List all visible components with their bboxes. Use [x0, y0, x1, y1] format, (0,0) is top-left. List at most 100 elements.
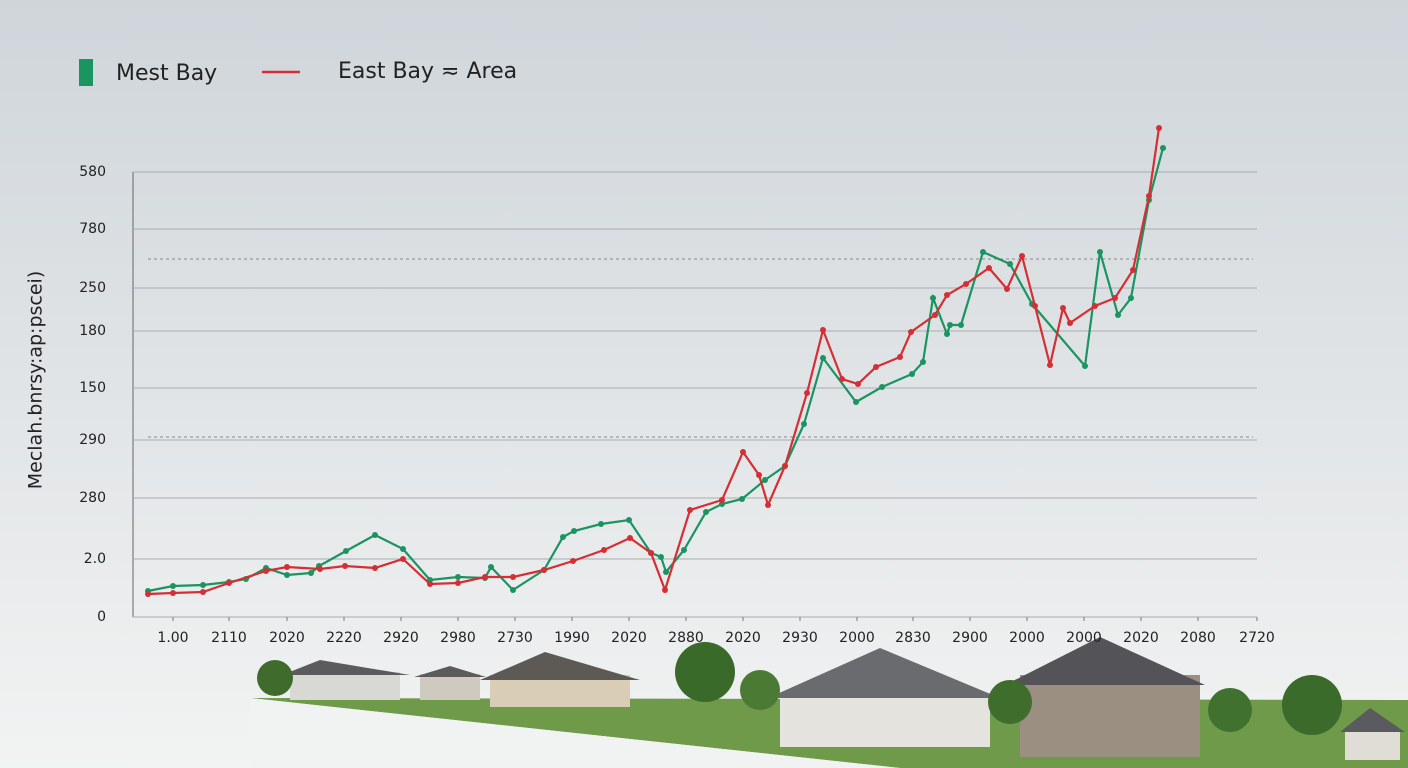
data-point	[560, 534, 566, 540]
data-point	[200, 589, 206, 595]
y-tick-label: 250	[79, 280, 106, 296]
x-tick-label: 2000	[1009, 630, 1045, 646]
data-point	[626, 517, 632, 523]
x-tick-label: 2980	[440, 630, 476, 646]
x-tick-label: 2110	[211, 630, 247, 646]
data-point	[1060, 305, 1066, 311]
x-tick-label: 2020	[1123, 630, 1159, 646]
x-tick-label: 2930	[782, 630, 818, 646]
data-point	[1112, 295, 1118, 301]
data-point	[372, 565, 378, 571]
y-tick-label: 580	[79, 164, 106, 180]
data-point	[932, 312, 938, 318]
data-point	[853, 399, 859, 405]
data-point	[1019, 253, 1025, 259]
legend-label: Mest Bay	[116, 61, 217, 86]
data-point	[400, 546, 406, 552]
legend-swatch	[79, 59, 93, 86]
data-point	[317, 566, 323, 572]
y-tick-label: 290	[79, 432, 106, 448]
data-point	[855, 381, 861, 387]
data-point	[897, 354, 903, 360]
x-tick-label: 2900	[952, 630, 988, 646]
data-point	[658, 554, 664, 560]
data-point	[648, 550, 654, 556]
data-point	[920, 359, 926, 365]
data-point	[541, 567, 547, 573]
x-tick-label: 2880	[668, 630, 704, 646]
x-tick-label: 2080	[1180, 630, 1216, 646]
data-point	[400, 556, 406, 562]
data-point	[662, 587, 668, 593]
data-point	[820, 327, 826, 333]
x-tick-label: 2020	[269, 630, 305, 646]
data-point	[372, 532, 378, 538]
data-point	[820, 355, 826, 361]
data-point	[1092, 303, 1098, 309]
data-point	[681, 547, 687, 553]
data-point	[263, 568, 269, 574]
y-tick-label: 150	[79, 380, 106, 396]
x-tick-label: 2020	[725, 630, 761, 646]
x-tick-label: 1990	[554, 630, 590, 646]
data-point	[958, 322, 964, 328]
data-point	[1032, 303, 1038, 309]
data-point	[703, 509, 709, 515]
data-point	[1146, 193, 1152, 199]
data-point	[427, 581, 433, 587]
data-point	[1115, 312, 1121, 318]
y-axis-label: Meclah.bnrsy:ap:pscei)	[25, 271, 47, 490]
data-point	[1128, 295, 1134, 301]
data-point	[200, 582, 206, 588]
y-tick-label: 180	[79, 323, 106, 339]
data-point	[455, 574, 461, 580]
x-tick-label: 2920	[383, 630, 419, 646]
data-point	[1004, 286, 1010, 292]
data-point	[455, 580, 461, 586]
data-point	[1097, 249, 1103, 255]
data-point	[947, 322, 953, 328]
data-point	[284, 572, 290, 578]
data-point	[873, 364, 879, 370]
data-point	[308, 570, 314, 576]
data-point	[342, 563, 348, 569]
data-point	[879, 384, 885, 390]
data-point	[145, 591, 151, 597]
data-point	[1160, 145, 1166, 151]
legend-label: East Bay ≂ Area	[338, 59, 517, 84]
data-point	[719, 497, 725, 503]
data-point	[944, 331, 950, 337]
data-point	[510, 587, 516, 593]
data-point	[482, 574, 488, 580]
data-point	[663, 569, 669, 575]
data-point	[765, 502, 771, 508]
data-point	[909, 371, 915, 377]
data-point	[598, 521, 604, 527]
data-point	[570, 558, 576, 564]
series-line	[147, 127, 1161, 596]
x-tick-label: 2020	[611, 630, 647, 646]
data-point	[510, 574, 516, 580]
data-point	[170, 590, 176, 596]
y-tick-label: 0	[97, 609, 106, 625]
data-point	[226, 580, 232, 586]
y-tick-label: 280	[79, 490, 106, 506]
data-point	[756, 472, 762, 478]
x-tick-label: 2830	[895, 630, 931, 646]
x-tick-label: 2730	[497, 630, 533, 646]
data-point	[488, 564, 494, 570]
data-point	[627, 535, 633, 541]
data-point	[963, 281, 969, 287]
x-tick-label: 2220	[326, 630, 362, 646]
data-point	[801, 421, 807, 427]
x-tick-label: 2000	[839, 630, 875, 646]
data-point	[980, 249, 986, 255]
data-point	[284, 564, 290, 570]
data-point	[1130, 267, 1136, 273]
data-point	[601, 547, 607, 553]
data-point	[1156, 125, 1162, 131]
data-point	[804, 390, 810, 396]
x-tick-label: 1.00	[157, 630, 188, 646]
data-point	[782, 463, 788, 469]
